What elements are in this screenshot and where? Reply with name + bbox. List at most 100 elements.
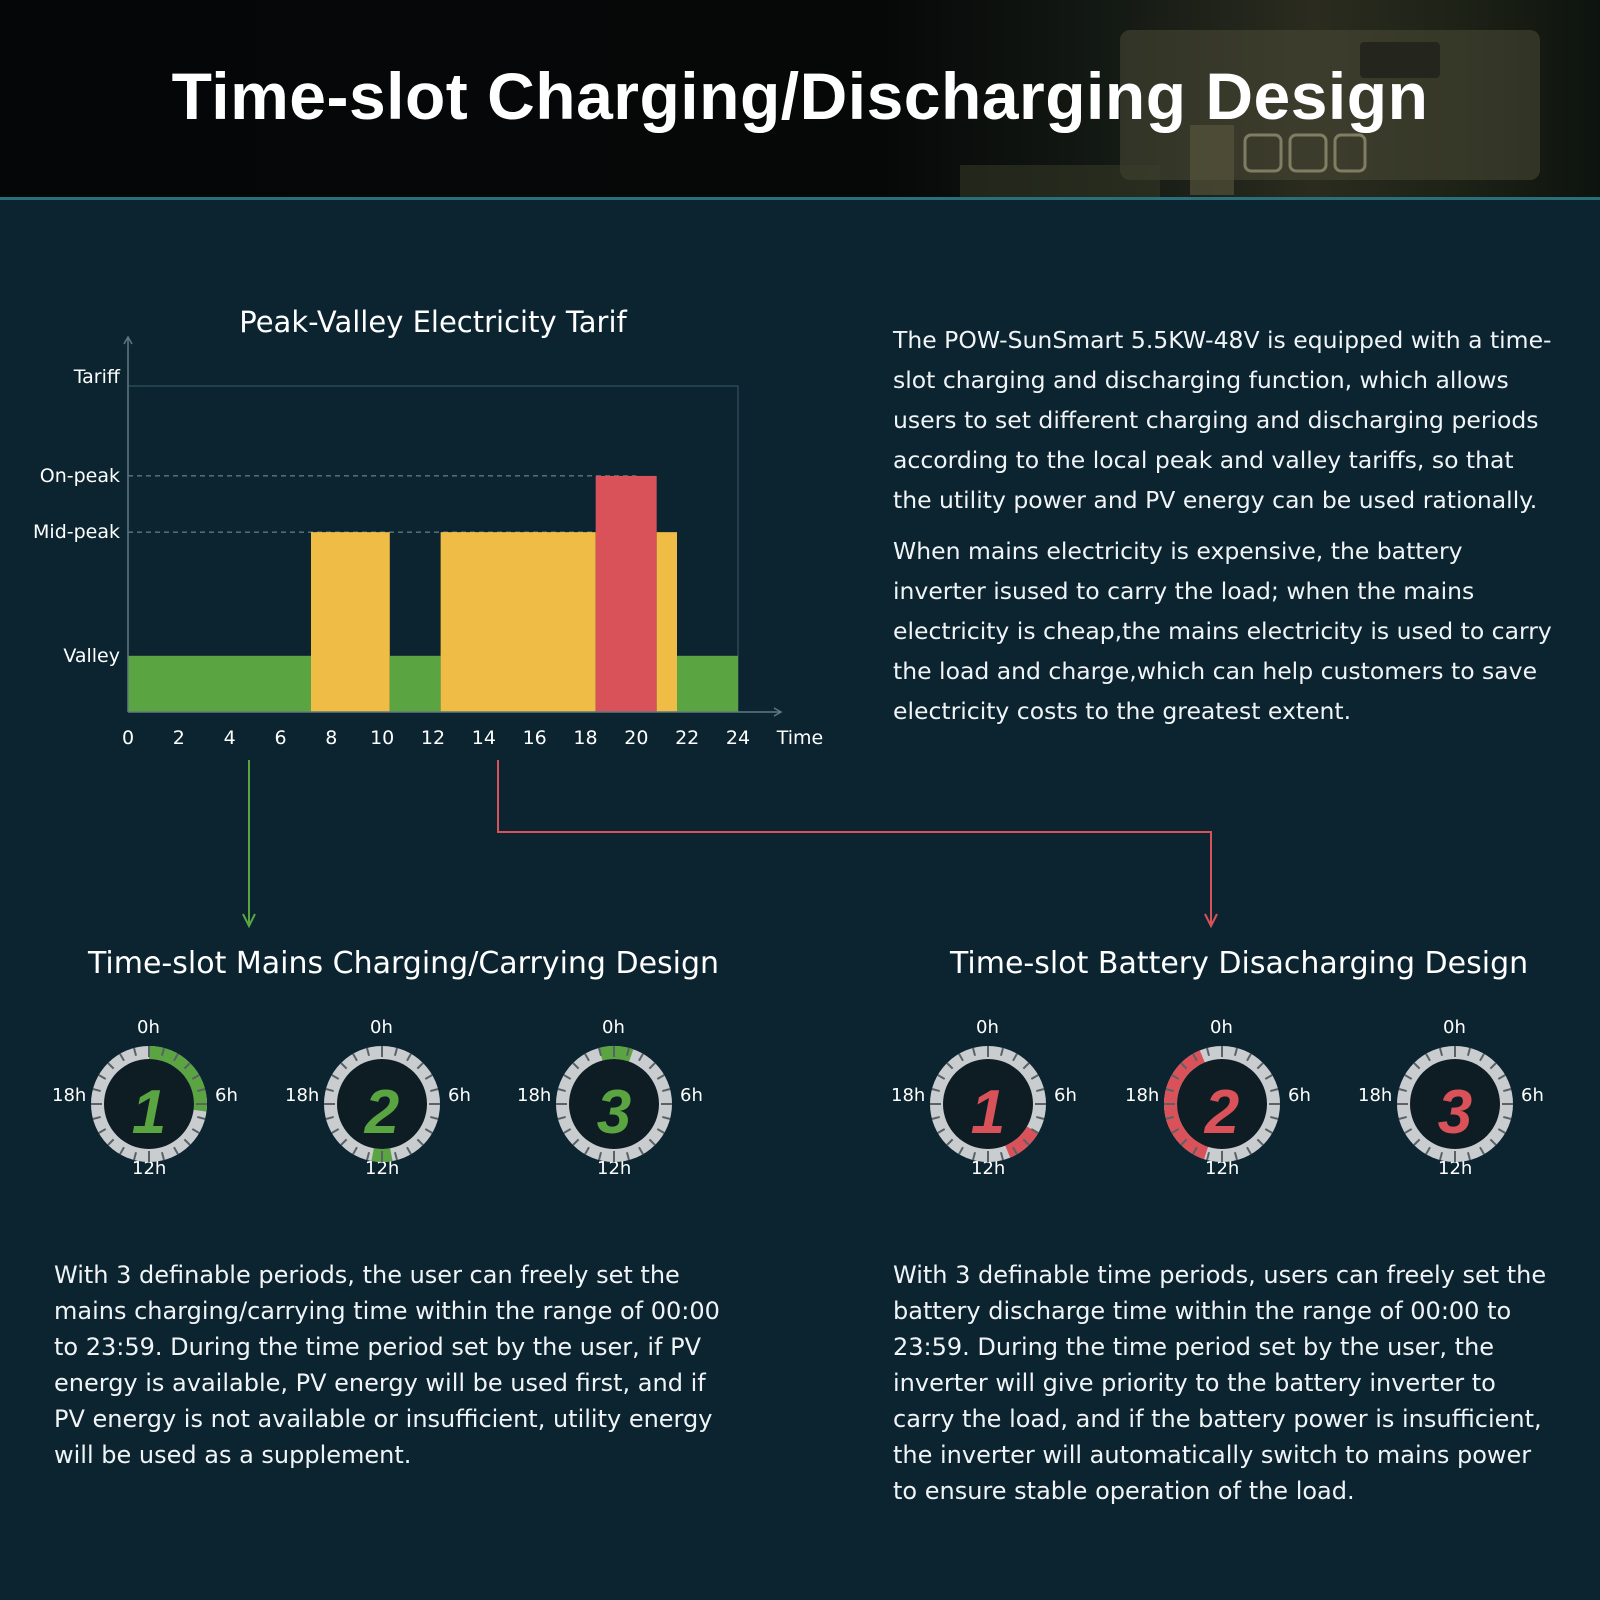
dial-face	[1410, 1059, 1500, 1149]
x-tick-label: 22	[675, 727, 699, 749]
dial-number: 2	[364, 1078, 400, 1147]
dial-tick	[1439, 1047, 1444, 1056]
dial-tick	[1192, 1053, 1198, 1062]
x-tick-label: 16	[523, 727, 547, 749]
y-axis-arrow	[123, 335, 133, 345]
dial-tick	[1439, 1152, 1444, 1161]
dial-label-6h: 6h	[680, 1085, 703, 1106]
dial-tick	[416, 1138, 424, 1146]
tariff-bar-3	[389, 655, 441, 712]
dial-label-18h: 18h	[1358, 1085, 1393, 1106]
x-tick-label: 10	[370, 727, 394, 749]
dial-tick	[173, 1146, 179, 1155]
mains-dial-2: 0h 6h 12h 18h 2	[280, 1017, 480, 1200]
x-tick-label: 4	[224, 727, 236, 749]
dial-tick	[1012, 1146, 1018, 1155]
dial-tick	[107, 1062, 115, 1070]
dial-label-6h: 6h	[1521, 1085, 1544, 1106]
dial-tick	[430, 1115, 439, 1120]
dial-tick	[1165, 1115, 1174, 1120]
dial-face	[569, 1059, 659, 1149]
dial-tick	[1264, 1074, 1273, 1080]
dial-tick	[191, 1128, 200, 1134]
tariff-bar-7	[677, 655, 738, 712]
dial-tick	[572, 1138, 580, 1146]
dial-tick	[1497, 1128, 1506, 1134]
dial-tick	[1489, 1138, 1497, 1146]
dial-tick	[160, 1047, 165, 1056]
dial-tick	[662, 1115, 671, 1120]
dial-number: 1	[970, 1078, 1006, 1147]
dial-label-12h: 12h	[971, 1158, 1006, 1179]
dial-tick	[1466, 1047, 1471, 1056]
dial-tick	[1171, 1128, 1180, 1134]
dial-tick	[92, 1088, 101, 1093]
dial-tick	[424, 1128, 433, 1134]
x-tick-label: 6	[274, 727, 286, 749]
dial-tick	[173, 1053, 179, 1062]
dial-label-12h: 12h	[1205, 1158, 1240, 1179]
y-level-label-mid-peak: Mid-peak	[33, 521, 120, 543]
dial-tick	[937, 1074, 946, 1080]
dial-label-0h: 0h	[1210, 1017, 1233, 1038]
y-level-label-on-peak: On-peak	[40, 465, 120, 487]
intro-paragraph-2: When mains electricity is expensive, the…	[893, 537, 1552, 725]
dial-label-6h: 6h	[1288, 1085, 1311, 1106]
dial-tick	[1503, 1088, 1512, 1093]
dial-label-12h: 12h	[365, 1158, 400, 1179]
dial-tick	[972, 1047, 977, 1056]
x-tick-label: 2	[173, 727, 185, 749]
dial-label-0h: 0h	[1443, 1017, 1466, 1038]
dial-tick	[1466, 1152, 1471, 1161]
dial-tick	[1233, 1152, 1238, 1161]
tariff-bar-4	[440, 532, 596, 712]
dial-label-12h: 12h	[132, 1158, 167, 1179]
dial-label-12h: 12h	[1438, 1158, 1473, 1179]
dial-tick	[931, 1115, 940, 1120]
dial-label-18h: 18h	[285, 1085, 320, 1106]
dial-tick	[1206, 1152, 1211, 1161]
dial-tick	[584, 1053, 590, 1062]
dial-tick	[416, 1062, 424, 1070]
dial-tick	[1413, 1138, 1421, 1146]
dial-tick	[662, 1088, 671, 1093]
dial-tick	[648, 1138, 656, 1146]
dial-tick	[572, 1062, 580, 1070]
dial-tick	[352, 1146, 358, 1155]
dial-tick	[197, 1115, 206, 1120]
dial-tick	[557, 1115, 566, 1120]
dial-tick	[1246, 1053, 1252, 1062]
dial-tick	[1503, 1115, 1512, 1120]
dial-label-0h: 0h	[370, 1017, 393, 1038]
dial-number: 3	[1437, 1078, 1473, 1147]
dial-tick	[557, 1088, 566, 1093]
x-axis-label: Time	[776, 727, 824, 749]
dial-face	[104, 1059, 194, 1149]
dial-tick	[340, 1138, 348, 1146]
dial-tick	[183, 1138, 191, 1146]
dial-tick	[1489, 1062, 1497, 1070]
dial-tick	[1413, 1062, 1421, 1070]
dial-label-18h: 18h	[1125, 1085, 1160, 1106]
dial-clock	[91, 1046, 207, 1162]
dial-tick	[1022, 1138, 1030, 1146]
dial-label-0h: 0h	[602, 1017, 625, 1038]
dial-tick	[1022, 1062, 1030, 1070]
header-banner: Time-slot Charging/Discharging Design	[0, 0, 1600, 200]
dial-face	[337, 1059, 427, 1149]
dial-label-18h: 18h	[891, 1085, 926, 1106]
x-tick-label: 12	[421, 727, 445, 749]
dial-label-6h: 6h	[448, 1085, 471, 1106]
x-tick-label: 18	[573, 727, 597, 749]
dial-tick	[598, 1152, 603, 1161]
dial-tick	[98, 1074, 107, 1080]
dial-tick	[119, 1053, 125, 1062]
dial-label-18h: 18h	[517, 1085, 552, 1106]
dial-tick	[563, 1074, 572, 1080]
dial-tick	[1270, 1115, 1279, 1120]
dial-face	[943, 1059, 1033, 1149]
dial-active-arc	[148, 1046, 207, 1112]
chart-title: Peak-Valley Electricity Tarif	[239, 305, 627, 339]
dial-tick	[331, 1074, 340, 1080]
dial-label-6h: 6h	[215, 1085, 238, 1106]
